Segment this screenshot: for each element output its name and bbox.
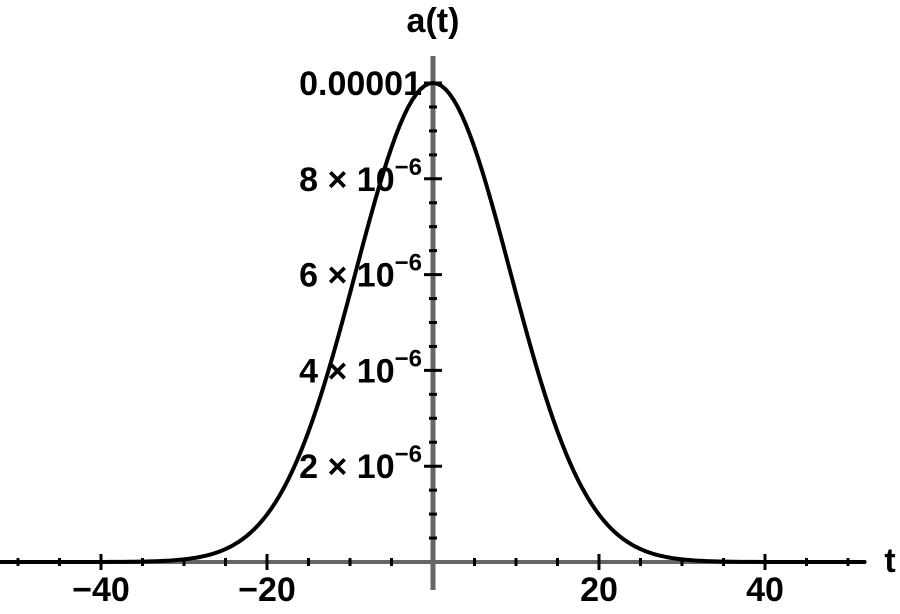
x-tick-label: −20 xyxy=(238,571,296,609)
x-tick-label: 20 xyxy=(580,571,618,609)
y-tick-label: 2 × 10−6 xyxy=(299,441,422,486)
y-axis-label: a(t) xyxy=(407,2,460,40)
x-axis-label: t xyxy=(884,542,895,580)
ticks xyxy=(16,81,850,570)
x-tick-label: 40 xyxy=(746,571,784,609)
y-tick-label: 4 × 10−6 xyxy=(299,345,422,390)
y-tick-label: 8 × 10−6 xyxy=(299,154,422,199)
x-tick-label: −40 xyxy=(72,571,130,609)
y-tick-label: 6 × 10−6 xyxy=(299,250,422,295)
y-tick-label: 0.00001 xyxy=(299,65,422,103)
tick-labels: −40 −20 20 40 2 × 10−6 4 × 10−6 6 × 10−6 8 × 10… xyxy=(72,65,784,609)
